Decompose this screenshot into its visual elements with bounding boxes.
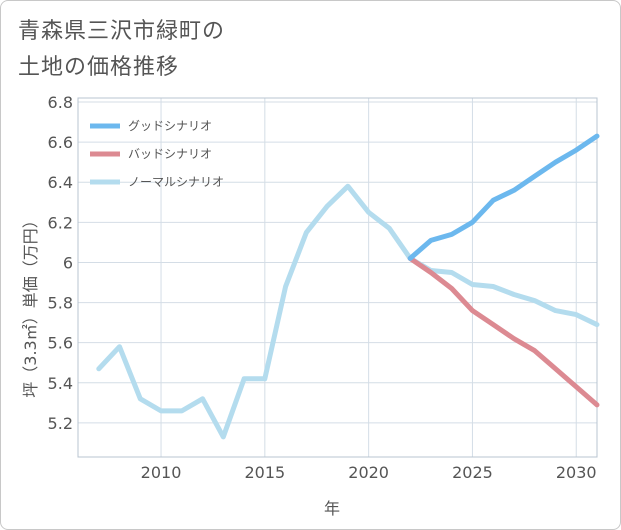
x-tick-label-2030: 2030 xyxy=(556,463,597,482)
y-axis-label: 坪（3.3㎡）単価（万円） xyxy=(21,212,40,397)
series-line-1 xyxy=(407,255,600,408)
x-tick-label-2015: 2015 xyxy=(244,463,285,482)
y-tick-label-5.8: 5.8 xyxy=(48,294,73,313)
grid-lines xyxy=(78,98,597,457)
series-layer xyxy=(96,133,600,440)
y-tick-label-6.2: 6.2 xyxy=(48,213,73,232)
x-tick-label-2025: 2025 xyxy=(452,463,493,482)
legend-label-1: バッドシナリオ xyxy=(128,147,212,161)
y-tick-label-6.6: 6.6 xyxy=(48,133,73,152)
y-tick-label-5.6: 5.6 xyxy=(48,334,73,353)
y-tick-label-6.8: 6.8 xyxy=(48,93,73,112)
chart-title-line-1: 青森県三沢市緑町の xyxy=(18,19,226,44)
legend-label-0: グッドシナリオ xyxy=(128,119,212,133)
y-tick-label-5.2: 5.2 xyxy=(48,414,73,433)
tick-labels: 2010 2015 2020 2025 2030 5.2 5.4 5.6 5.8 6 6.2 6.4 6… xyxy=(48,93,597,482)
chart-title-line-2: 土地の価格推移 xyxy=(18,55,180,80)
plot-area-frame xyxy=(77,97,598,458)
y-tick-label-5.4: 5.4 xyxy=(48,374,73,393)
series-line-2 xyxy=(96,183,600,440)
x-axis-label: 年 xyxy=(324,499,340,518)
x-tick-label-2010: 2010 xyxy=(141,463,182,482)
chart-title: 青森県三沢市緑町の 土地の価格推移 xyxy=(18,14,225,86)
legend-label-2: ノーマルシナリオ xyxy=(128,175,224,189)
y-tick-label-6.4: 6.4 xyxy=(48,173,73,192)
series-line-0 xyxy=(407,133,600,261)
x-tick-label-2020: 2020 xyxy=(348,463,389,482)
y-tick-label-6: 6 xyxy=(63,253,73,272)
